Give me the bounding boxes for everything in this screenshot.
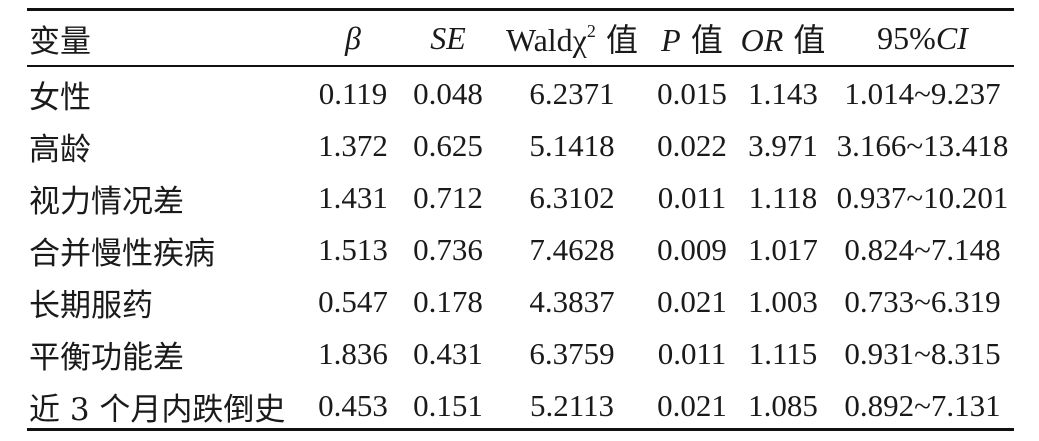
cell-se: 0.625 <box>413 128 483 163</box>
cell-variable: 长期服药 <box>29 287 153 324</box>
cell-ci: 0.824~7.148 <box>844 232 1001 267</box>
cell-p: 0.021 <box>657 284 727 319</box>
cell-variable: 视力情况差 <box>29 183 184 220</box>
cell-se: 0.151 <box>413 388 483 423</box>
cell-ci: 0.892~7.131 <box>844 388 1001 423</box>
cell-beta: 1.431 <box>318 180 388 215</box>
cell-wald: 7.4628 <box>529 232 615 267</box>
cell-beta: 1.513 <box>318 232 388 267</box>
cell-or: 1.143 <box>748 76 818 111</box>
cell-or: 1.115 <box>748 336 818 371</box>
cell-beta: 1.372 <box>318 128 388 163</box>
cell-ci: 0.733~6.319 <box>844 284 1001 319</box>
cell-variable: 平衡功能差 <box>29 339 184 376</box>
cell-p: 0.015 <box>657 76 727 111</box>
cell-p: 0.021 <box>657 388 727 423</box>
cell-or: 3.971 <box>748 128 818 163</box>
table-row: 高龄 1.372 0.625 5.1418 0.022 3.971 3.166~… <box>27 120 1014 172</box>
table-row: 合并慢性疾病 1.513 0.736 7.4628 0.009 1.017 0.… <box>27 224 1014 276</box>
cell-wald: 5.1418 <box>529 128 615 163</box>
cell-or: 1.085 <box>748 388 818 423</box>
cell-variable: 高龄 <box>29 131 91 168</box>
table-row: 长期服药 0.547 0.178 4.3837 0.021 1.003 0.73… <box>27 276 1014 328</box>
cell-p: 0.011 <box>657 336 727 371</box>
cell-variable: 合并慢性疾病 <box>29 235 215 272</box>
cell-ci: 3.166~13.418 <box>836 128 1009 163</box>
cell-variable: 近 3 个月内跌倒史 <box>29 391 286 428</box>
p-letter: P <box>661 22 681 58</box>
cell-wald: 6.3102 <box>529 180 615 215</box>
bottom-rule <box>27 428 1014 431</box>
wald-superscript: 2 <box>586 21 596 41</box>
cell-beta: 0.119 <box>318 76 388 111</box>
table-row: 平衡功能差 1.836 0.431 6.3759 0.011 1.115 0.9… <box>27 328 1014 380</box>
or-letters: OR <box>740 22 784 58</box>
header-row: 变量 β SE Waldχ2 值 P 值 OR 值 95%CI <box>27 11 1014 65</box>
cell-p: 0.009 <box>657 232 727 267</box>
p-suffix: 值 <box>680 21 723 59</box>
cell-p: 0.011 <box>657 180 727 215</box>
table-row: 女性 0.119 0.048 6.2371 0.015 1.143 1.014~… <box>27 65 1014 120</box>
cell-wald: 4.3837 <box>529 284 615 319</box>
cell-se: 0.178 <box>413 284 483 319</box>
cell-se: 0.431 <box>413 336 483 371</box>
ci-letters: CI <box>935 20 968 56</box>
regression-table: 变量 β SE Waldχ2 值 P 值 OR 值 95%CI 女性 0.119… <box>27 11 1014 432</box>
cell-wald: 5.2113 <box>529 388 615 423</box>
cell-se: 0.712 <box>413 180 483 215</box>
cell-wald: 6.3759 <box>529 336 615 371</box>
cell-wald: 6.2371 <box>529 76 615 111</box>
header-se: SE <box>401 11 495 65</box>
cell-se: 0.048 <box>413 76 483 111</box>
wald-prefix: Waldχ <box>505 22 587 58</box>
header-or: OR 值 <box>735 11 831 65</box>
cell-ci: 1.014~9.237 <box>844 76 1001 111</box>
ci-prefix: 95% <box>877 20 936 56</box>
or-suffix: 值 <box>783 21 826 59</box>
cell-or: 1.017 <box>748 232 818 267</box>
cell-or: 1.118 <box>748 180 818 215</box>
cell-se: 0.736 <box>413 232 483 267</box>
table-row: 近 3 个月内跌倒史 0.453 0.151 5.2113 0.021 1.08… <box>27 380 1014 432</box>
header-variable: 变量 <box>29 23 91 60</box>
table-row: 视力情况差 1.431 0.712 6.3102 0.011 1.118 0.9… <box>27 172 1014 224</box>
cell-beta: 0.453 <box>318 388 388 423</box>
cell-or: 1.003 <box>748 284 818 319</box>
header-beta: β <box>305 11 401 65</box>
cell-ci: 0.931~8.315 <box>844 336 1001 371</box>
top-rule <box>27 8 1014 11</box>
header-p: P 值 <box>649 11 735 65</box>
se-letters: SE <box>430 20 466 56</box>
cell-beta: 1.836 <box>318 336 388 371</box>
wald-suffix: 值 <box>595 21 639 59</box>
table-body: 女性 0.119 0.048 6.2371 0.015 1.143 1.014~… <box>27 65 1014 432</box>
header-rule <box>27 65 1014 67</box>
cell-p: 0.022 <box>657 128 727 163</box>
header-wald: Waldχ2 值 <box>495 11 649 65</box>
header-ci: 95%CI <box>831 11 1014 65</box>
cell-ci: 0.937~10.201 <box>836 180 1009 215</box>
cell-variable: 女性 <box>29 79 91 116</box>
beta-symbol: β <box>345 20 361 56</box>
cell-beta: 0.547 <box>318 284 388 319</box>
table-header: 变量 β SE Waldχ2 值 P 值 OR 值 95%CI <box>27 11 1014 65</box>
